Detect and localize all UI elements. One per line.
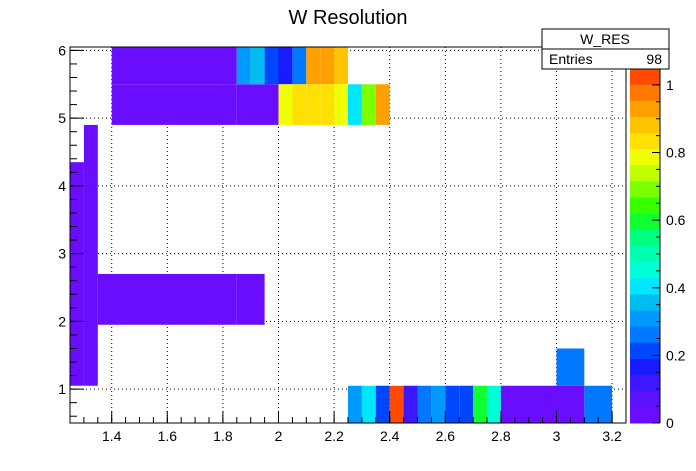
heatmap-cell	[584, 385, 613, 423]
heatmap-cell	[334, 84, 348, 125]
palette-swatch	[630, 277, 660, 295]
x-tick-label: 2.2	[324, 428, 344, 444]
x-tick-label: 2.6	[436, 428, 456, 444]
palette-tick-label: 0.4	[666, 280, 686, 296]
y-tick-label: 1	[58, 381, 66, 397]
palette-tick-label: 0	[666, 415, 674, 431]
palette-swatch	[630, 100, 660, 117]
heatmap-cell	[320, 84, 335, 125]
heatmap-cell	[334, 47, 348, 85]
heatmap-cell	[375, 84, 390, 125]
heatmap-cell	[348, 385, 362, 423]
heatmap-cell	[445, 385, 460, 423]
palette-swatch	[630, 116, 660, 134]
heatmap-cell	[487, 385, 501, 423]
palette-swatch	[630, 374, 660, 392]
heatmap-cell	[111, 84, 237, 125]
heatmap-cell	[306, 84, 321, 125]
heatmap-cell	[389, 385, 404, 423]
heatmap-cell	[500, 385, 557, 423]
x-tick-label: 1.6	[158, 428, 178, 444]
heatmap-cell	[111, 47, 237, 85]
y-axis: 1 2 3 4 5 6	[58, 42, 84, 417]
palette-tick-label: 0.2	[666, 347, 686, 363]
heatmap-cell	[292, 84, 307, 125]
heatmap-cell	[403, 385, 418, 423]
palette-swatch	[630, 68, 660, 85]
heatmap-cell	[375, 385, 390, 423]
palette-swatch	[630, 406, 660, 424]
palette-swatch	[630, 390, 660, 408]
heatmap-cell	[236, 273, 265, 325]
x-tick-label: 3	[553, 428, 561, 444]
heatmap-cell	[83, 124, 98, 386]
heatmap-cell	[264, 47, 279, 85]
heatmap-cell	[97, 273, 237, 325]
palette-swatch	[630, 197, 660, 214]
palette-swatch	[630, 245, 660, 263]
heatmap-cell	[70, 162, 84, 386]
y-tick-label: 3	[58, 246, 66, 262]
palette-swatch	[630, 229, 660, 246]
y-tick-label: 5	[58, 110, 66, 126]
palette-swatch	[630, 180, 660, 198]
x-tick-label: 2.8	[491, 428, 511, 444]
x-tick-label: 1.4	[102, 428, 122, 444]
heatmap-cell	[306, 47, 321, 85]
y-tick-label: 4	[58, 178, 66, 194]
stats-box-title: W_RES	[580, 31, 630, 47]
heatmap-cell	[278, 84, 293, 125]
x-axis: 1.4 1.6 1.8 2 2.2 2.4 2.6 2.8 3 3.2	[69, 411, 627, 444]
heatmap-cell	[348, 84, 362, 125]
y-tick-label: 6	[58, 42, 66, 58]
heatmap-cell	[473, 385, 487, 423]
palette-swatch	[630, 293, 660, 311]
palette-swatch	[630, 326, 660, 343]
heatmap-cell	[278, 47, 293, 85]
heatmap-cell	[417, 385, 432, 423]
palette-swatch	[630, 310, 660, 327]
heatmap-cells	[70, 47, 613, 423]
palette-swatch	[630, 148, 660, 166]
palette-tick-label: 1	[666, 77, 674, 93]
palette-swatch	[630, 132, 660, 150]
x-tick-label: 2.4	[380, 428, 400, 444]
x-tick-label: 2	[275, 428, 283, 444]
heatmap-cell	[236, 47, 251, 85]
heatmap-cell	[556, 348, 585, 386]
palette-tick-label: 0.6	[666, 212, 686, 228]
heatmap-cell	[292, 47, 307, 85]
heatmap-cell	[431, 385, 446, 423]
x-tick-label: 3.2	[602, 428, 622, 444]
palette-tick-label: 0.8	[666, 145, 686, 161]
heatmap-cell	[556, 385, 585, 423]
heatmap-cell	[459, 385, 474, 423]
heatmap-cell	[361, 84, 376, 125]
palette-swatch	[630, 342, 660, 359]
heatmap-cell	[250, 47, 265, 85]
heatmap-cell	[320, 47, 335, 85]
palette-swatch	[630, 84, 660, 101]
y-tick-label: 2	[58, 313, 66, 329]
palette-swatch	[630, 164, 660, 182]
chart-title: W Resolution	[289, 7, 408, 29]
stats-entries-label: Entries	[549, 51, 593, 67]
palette-swatch	[630, 213, 660, 230]
x-tick-label: 1.8	[213, 428, 233, 444]
stats-entries-value: 98	[646, 51, 662, 67]
heatmap-cell	[236, 84, 279, 125]
color-palette: 0 0.2 0.4 0.6 0.8 1	[630, 67, 686, 431]
stats-box: W_RES Entries 98	[541, 28, 670, 70]
palette-swatch	[630, 358, 660, 376]
palette-swatch	[630, 261, 660, 279]
heatmap-cell	[361, 385, 376, 423]
